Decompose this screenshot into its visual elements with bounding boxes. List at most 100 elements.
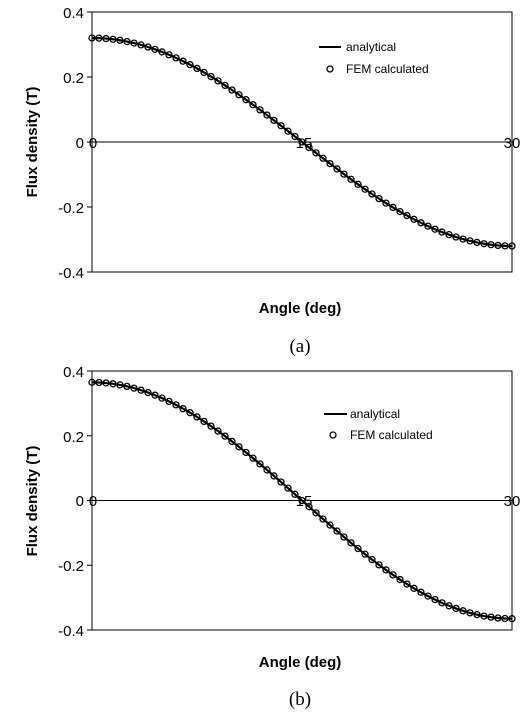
fem-data-point [466, 237, 474, 245]
fem-data-point [417, 588, 425, 596]
legend-fem-label: FEM calculated [346, 62, 429, 76]
x-axis-label: Angle (deg) [259, 300, 342, 317]
fem-data-point [95, 378, 103, 387]
legend-analytical-label: analytical [350, 407, 400, 421]
fem-data-point [172, 54, 180, 62]
fem-data-point [312, 149, 320, 157]
fem-data-point [221, 432, 229, 440]
y-tick-label: 0.4 [63, 5, 84, 22]
fem-data-point [116, 381, 124, 389]
fem-data-point [466, 609, 474, 617]
legend-analytical-label: analytical [346, 40, 396, 54]
fem-data-point [109, 35, 117, 43]
fem-data-point [396, 207, 404, 216]
fem-data-point [207, 422, 215, 430]
fem-data-point [284, 484, 292, 492]
fem-data-point [130, 384, 138, 392]
y-axis-label: Flux density (T) [24, 446, 41, 557]
fem-data-point [123, 382, 131, 391]
fem-data-point [438, 228, 446, 236]
fem-data-point [347, 175, 355, 183]
fem-data-point [277, 478, 285, 486]
x-tick-label: 30 [504, 493, 521, 510]
x-axis-label: Angle (deg) [259, 654, 342, 671]
fem-data-point [144, 388, 152, 397]
fem-data-point [186, 409, 194, 417]
fem-data-point [319, 154, 327, 162]
legend-box [309, 33, 471, 80]
fem-data-point [368, 555, 376, 564]
fem-data-point [452, 233, 460, 241]
fem-data-point [249, 101, 257, 109]
fem-data-point [242, 448, 250, 457]
fem-data-point [256, 460, 264, 468]
fem-data-point [403, 580, 411, 588]
fem-data-point [438, 599, 446, 607]
fem-data-point [508, 615, 516, 623]
fem-data-point [354, 180, 362, 188]
fem-data-point [165, 51, 173, 59]
fem-data-point [158, 394, 166, 402]
fem-data-point [235, 443, 243, 451]
fem-data-point [508, 242, 516, 250]
x-tick-label: 30 [504, 135, 521, 152]
legend-fem-marker-sample [326, 65, 334, 73]
fem-data-point [130, 39, 138, 47]
y-tick-label: -0.2 [58, 558, 84, 575]
x-tick-label: 0 [89, 135, 97, 152]
y-tick-label: 0 [76, 493, 84, 510]
fem-data-point [172, 401, 180, 409]
fem-data-point [263, 111, 271, 119]
fem-data-point [137, 41, 145, 49]
fem-data-point [424, 222, 432, 230]
fem-data-point [95, 34, 103, 42]
fem-data-point [291, 132, 299, 141]
y-axis-label: Flux density (T) [24, 87, 41, 198]
y-tick-label: -0.2 [58, 200, 84, 217]
fem-data-point [298, 496, 306, 505]
fem-data-point [403, 211, 411, 220]
fem-data-point [319, 515, 327, 523]
y-tick-label: 0 [76, 135, 84, 152]
fem-data-point [382, 199, 390, 207]
fem-data-point [361, 550, 369, 558]
fem-data-point [389, 571, 397, 579]
fem-data-point [333, 527, 341, 535]
fem-data-point [123, 37, 131, 46]
fem-data-point [487, 613, 495, 621]
fem-data-point [501, 614, 509, 623]
fem-data-point [102, 379, 110, 387]
fem-data-point [109, 380, 117, 388]
y-tick-label: 0.2 [63, 70, 84, 87]
fem-data-point [88, 378, 96, 386]
fem-data-point [473, 238, 481, 247]
fem-data-point [340, 533, 348, 541]
fem-data-point [368, 190, 376, 198]
fem-data-point [137, 386, 145, 394]
fem-data-point [326, 521, 334, 529]
series-analytical-line [91, 381, 513, 620]
fem-data-point [284, 127, 292, 135]
fem-data-point [459, 235, 467, 243]
fem-data-point [228, 437, 236, 446]
y-tick-label: -0.4 [58, 265, 84, 282]
fem-data-point [270, 472, 278, 480]
fem-data-point [473, 610, 481, 619]
fem-data-point [382, 566, 390, 574]
fem-data-point [445, 231, 453, 239]
fem-data-point [277, 122, 285, 130]
fem-data-point [396, 575, 404, 584]
fem-data-point [347, 539, 355, 547]
fem-data-point [459, 607, 467, 615]
fem-data-point [333, 165, 341, 173]
fem-data-point [235, 91, 243, 99]
legend-box [317, 401, 475, 447]
legend-fem-marker-sample [329, 431, 337, 439]
y-tick-label: -0.4 [58, 623, 84, 640]
panel-caption: (a) [289, 336, 310, 357]
fem-data-point [179, 57, 187, 65]
fem-data-point [431, 225, 439, 233]
x-tick-label: 0 [89, 493, 97, 510]
fem-data-point [361, 185, 369, 193]
